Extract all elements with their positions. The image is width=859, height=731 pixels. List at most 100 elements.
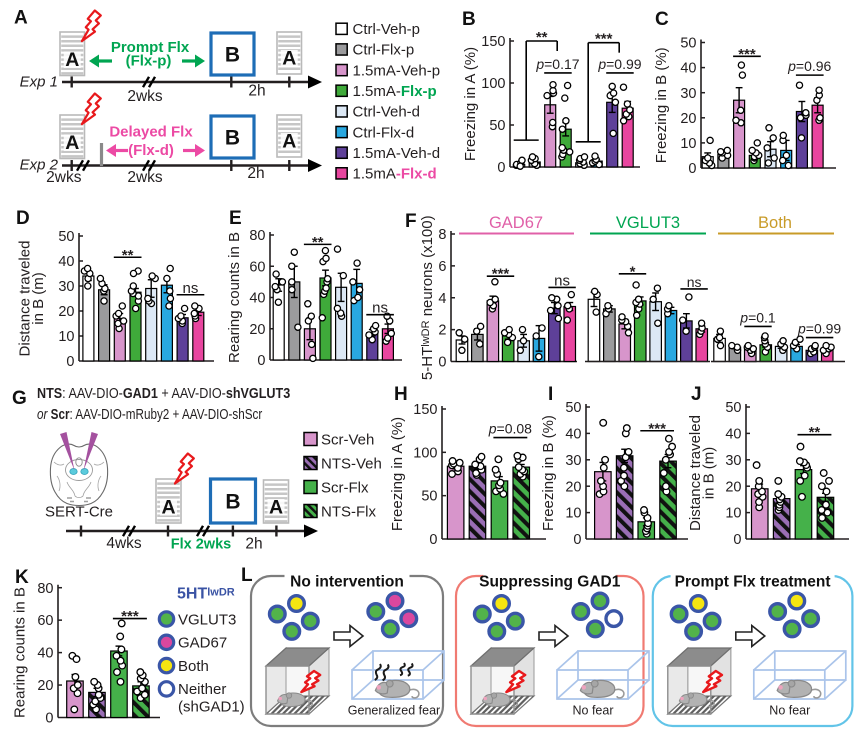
svg-text:150: 150 — [413, 402, 437, 418]
svg-text:ns: ns — [554, 272, 570, 289]
svg-text:2wks: 2wks — [46, 169, 82, 186]
svg-text:D: D — [16, 208, 30, 229]
svg-text:*: * — [630, 263, 636, 280]
svg-text:0: 0 — [438, 355, 446, 371]
svg-text:0: 0 — [688, 161, 696, 177]
svg-text:0: 0 — [573, 532, 581, 548]
svg-text:p=0.1: p=0.1 — [739, 309, 776, 325]
svg-text:VGLUT3: VGLUT3 — [178, 611, 236, 628]
svg-text:20: 20 — [725, 479, 741, 495]
svg-text:No intervention: No intervention — [290, 574, 404, 591]
svg-text:A: A — [65, 49, 79, 71]
svg-text:ns: ns — [183, 280, 199, 297]
svg-text:***: *** — [648, 420, 666, 437]
svg-text:Suppressing GAD1: Suppressing GAD1 — [479, 574, 621, 591]
svg-text:2wks: 2wks — [127, 169, 163, 186]
svg-text:20: 20 — [249, 322, 265, 338]
svg-text:p=0.99: p=0.99 — [597, 56, 641, 72]
svg-text:40: 40 — [37, 646, 53, 662]
svg-text:L: L — [241, 565, 253, 586]
svg-text:H: H — [394, 384, 408, 405]
svg-text:in B (m): in B (m) — [30, 272, 47, 325]
svg-text:0: 0 — [497, 160, 505, 176]
svg-text:A: A — [14, 8, 28, 29]
svg-text:1.5mA-Veh-p: 1.5mA-Veh-p — [353, 62, 441, 79]
svg-text:Neither: Neither — [178, 681, 226, 698]
svg-text:40: 40 — [725, 426, 741, 442]
svg-text:2h: 2h — [248, 83, 265, 100]
svg-text:20: 20 — [680, 111, 696, 127]
svg-text:p=0.08: p=0.08 — [488, 421, 532, 437]
svg-text:**: ** — [809, 424, 821, 441]
svg-text:10: 10 — [565, 506, 581, 522]
svg-text:Exp 2: Exp 2 — [20, 157, 59, 174]
svg-text:20: 20 — [565, 479, 581, 495]
svg-text:(shGAD1): (shGAD1) — [178, 699, 245, 716]
svg-text:NTS-Flx: NTS-Flx — [321, 504, 376, 521]
svg-text:50: 50 — [725, 400, 741, 416]
svg-text:A: A — [269, 497, 283, 519]
svg-text:60: 60 — [37, 613, 53, 629]
svg-text:***: *** — [595, 31, 613, 48]
svg-text:5-HTlwDR neurons (x100): 5-HTlwDR neurons (x100) — [419, 215, 436, 380]
svg-text:Ctrl-Veh-d: Ctrl-Veh-d — [353, 104, 421, 121]
svg-text:20: 20 — [58, 304, 74, 320]
svg-text:50: 50 — [680, 36, 696, 52]
svg-text:Freezing in A (%): Freezing in A (%) — [389, 417, 406, 531]
svg-text:C: C — [655, 9, 669, 30]
svg-text:Ctrl-Veh-p: Ctrl-Veh-p — [353, 21, 421, 38]
svg-text:8: 8 — [438, 227, 446, 243]
svg-text:B: B — [225, 491, 240, 514]
svg-text:A: A — [282, 131, 296, 153]
svg-text:60: 60 — [249, 259, 265, 275]
svg-text:10: 10 — [58, 329, 74, 345]
svg-text:G: G — [12, 388, 27, 409]
svg-text:0: 0 — [257, 353, 265, 369]
svg-text:Delayed Flx: Delayed Flx — [109, 124, 193, 141]
svg-text:50: 50 — [58, 229, 74, 245]
svg-text:A: A — [282, 48, 296, 70]
svg-text:1.5mA-Veh-d: 1.5mA-Veh-d — [353, 145, 441, 162]
svg-text:B: B — [462, 9, 476, 30]
svg-text:40: 40 — [680, 61, 696, 77]
svg-text:Both: Both — [178, 658, 209, 675]
svg-text:or Scr: AAV-DIO-mRuby2 + AAV-D: or Scr: AAV-DIO-mRuby2 + AAV-DIO-shScr — [37, 406, 263, 423]
svg-text:p=0.99: p=0.99 — [797, 321, 841, 337]
svg-text:(Flx-d): (Flx-d) — [128, 142, 174, 159]
svg-text:Freezing in B (%): Freezing in B (%) — [653, 47, 670, 163]
svg-text:A: A — [65, 132, 79, 154]
svg-text:20: 20 — [37, 678, 53, 694]
svg-text:p=0.17: p=0.17 — [535, 56, 579, 72]
svg-text:NTS-Veh: NTS-Veh — [321, 456, 382, 473]
svg-text:K: K — [15, 567, 29, 588]
svg-text:**: ** — [312, 234, 324, 251]
svg-text:**: ** — [122, 247, 134, 264]
svg-text:NTS: AAV-DIO-GAD1 + AAV-DIO-sh: NTS: AAV-DIO-GAD1 + AAV-DIO-shVGLUT3 — [37, 384, 290, 401]
svg-text:50: 50 — [489, 118, 505, 134]
svg-text:40: 40 — [58, 254, 74, 270]
svg-text:100: 100 — [413, 445, 437, 461]
svg-text:Distance traveled: Distance traveled — [687, 415, 704, 531]
svg-text:I: I — [548, 384, 553, 405]
svg-text:4wks: 4wks — [106, 535, 142, 552]
svg-text:GAD67: GAD67 — [178, 635, 227, 652]
svg-text:(Flx-p): (Flx-p) — [126, 53, 172, 70]
svg-text:Ctrl-Flx-d: Ctrl-Flx-d — [353, 124, 415, 141]
svg-text:Rearing counts in B: Rearing counts in B — [226, 232, 243, 363]
svg-text:Rearing counts in B: Rearing counts in B — [12, 587, 29, 718]
svg-text:150: 150 — [481, 34, 505, 50]
svg-text:4: 4 — [438, 291, 446, 307]
svg-text:in B (m): in B (m) — [701, 447, 718, 500]
svg-text:E: E — [229, 208, 242, 229]
svg-text:VGLUT3: VGLUT3 — [616, 214, 680, 232]
svg-text:0: 0 — [45, 711, 53, 727]
svg-text:***: *** — [492, 266, 510, 283]
svg-text:***: *** — [738, 46, 756, 63]
svg-text:Flx 2wks: Flx 2wks — [171, 537, 231, 553]
svg-text:J: J — [691, 384, 702, 405]
svg-text:50: 50 — [565, 400, 581, 416]
svg-text:50: 50 — [421, 489, 437, 505]
svg-text:Both: Both — [758, 214, 792, 232]
svg-text:B: B — [225, 44, 240, 67]
svg-text:80: 80 — [37, 581, 53, 597]
